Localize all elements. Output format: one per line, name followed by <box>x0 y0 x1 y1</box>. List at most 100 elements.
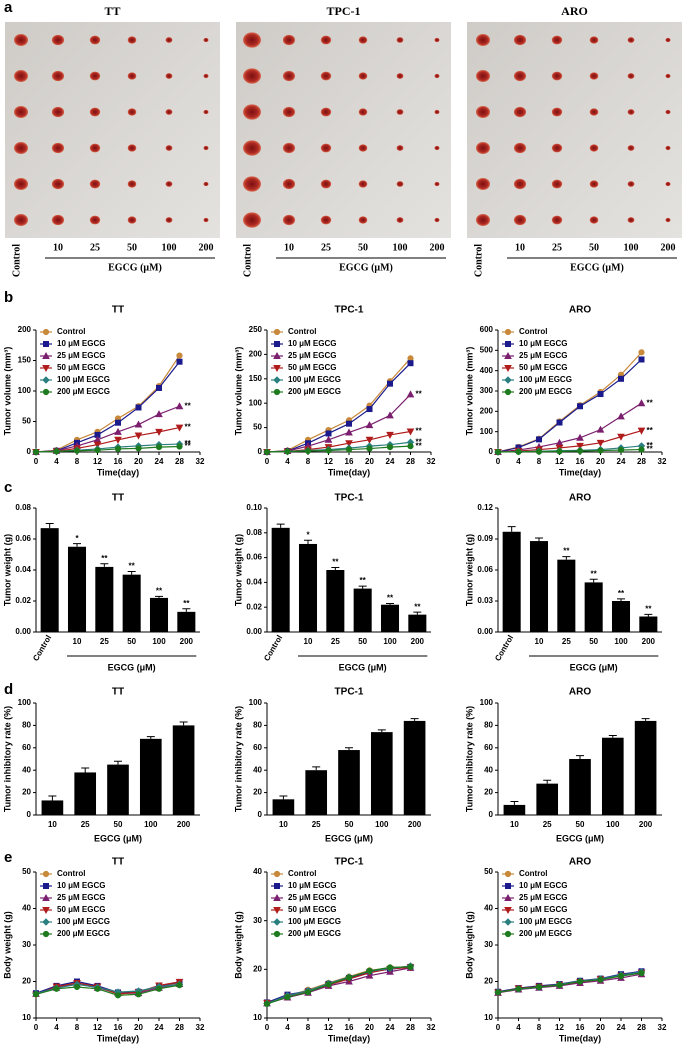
marker <box>494 989 502 996</box>
photo-label: 100 <box>162 242 177 253</box>
x-axis-label: EGCG (μM) <box>339 662 387 672</box>
legend-label: 200 μM EGCG <box>519 929 572 938</box>
error-bar <box>641 718 650 721</box>
y-tick-label: 50 <box>22 417 31 426</box>
tumor <box>476 106 490 118</box>
tumor <box>358 216 368 224</box>
error-bar <box>358 585 367 589</box>
tumor <box>89 35 101 45</box>
tumor <box>243 140 261 156</box>
y-tick-label: 30 <box>22 940 31 949</box>
y-tick-label: 60 <box>253 743 262 752</box>
tumor <box>476 70 490 82</box>
y-axis-label: Tumor volume (mm³) <box>2 347 12 436</box>
marker <box>618 375 624 382</box>
y-tick-label: 50 <box>484 867 493 876</box>
legend-label: 50 μM EGCG <box>519 363 567 372</box>
legend-marker <box>504 930 512 938</box>
tumor <box>551 71 563 81</box>
y-tick-label: 0 <box>258 810 263 819</box>
tumor <box>282 106 296 118</box>
x-tick-label: 24 <box>155 457 164 466</box>
x-tick-label: 200 <box>180 637 194 646</box>
tumor <box>89 107 101 117</box>
marker <box>345 446 353 453</box>
error-bar <box>146 736 155 739</box>
bar <box>408 614 427 632</box>
x-axis-label: Time(day) <box>559 467 601 477</box>
error-bar <box>48 795 57 801</box>
tumor <box>627 145 635 151</box>
x-tick-label: 12 <box>93 1023 102 1032</box>
x-tick-label: 20 <box>134 1023 143 1032</box>
y-tick-label: 500 <box>480 345 494 354</box>
error-bar <box>410 718 419 721</box>
tumor <box>589 72 599 80</box>
x-axis-label: Time(day) <box>97 1033 139 1043</box>
y-tick-label: 0.08 <box>15 503 31 512</box>
photo-title: TT <box>104 4 120 18</box>
chart-title: TPC-1 <box>335 305 364 316</box>
marker <box>176 352 183 359</box>
error-bar <box>608 734 617 738</box>
tumor <box>476 34 490 46</box>
legend-marker <box>274 883 280 889</box>
error-bar <box>179 721 188 726</box>
tumor <box>282 34 296 46</box>
error-bar <box>562 556 571 560</box>
chart-title: TT <box>112 493 124 504</box>
tumor <box>282 214 296 226</box>
tumor <box>203 145 209 151</box>
legend-marker <box>504 893 512 901</box>
tumor <box>627 73 635 79</box>
marker <box>134 432 143 440</box>
x-tick-label: 24 <box>617 1023 626 1032</box>
tumor <box>320 143 332 153</box>
marker <box>114 427 122 435</box>
y-tick-label: 0.02 <box>15 596 31 605</box>
tumor <box>551 143 563 153</box>
x-tick-label: 28 <box>406 457 415 466</box>
legend-label: 200 μM EGCG <box>519 387 572 396</box>
y-tick-label: 0.00 <box>15 627 31 636</box>
y-tick-label: 0.06 <box>477 565 493 574</box>
marker <box>32 991 40 998</box>
photo-xlabel: EGCG (μM) <box>108 262 162 273</box>
y-tick-label: 0.06 <box>246 553 262 562</box>
tumor <box>434 181 440 187</box>
tumor <box>127 108 137 116</box>
legend-label: 25 μM EGCG <box>57 893 105 902</box>
y-tick-label: 10 <box>22 1013 31 1022</box>
tumor <box>434 37 440 43</box>
x-tick-label: 32 <box>658 1023 667 1032</box>
x-tick-label: 25 <box>312 820 321 829</box>
legend-marker <box>273 930 281 938</box>
marker <box>365 421 374 429</box>
x-tick-label: 20 <box>365 1023 374 1032</box>
photo-label: 200 <box>661 242 676 253</box>
marker <box>155 985 163 992</box>
tumor <box>627 181 635 187</box>
legend-label: 10 μM EGCG <box>288 339 336 348</box>
tumor <box>127 72 137 80</box>
y-tick-label: 20 <box>484 977 493 986</box>
significance: ** <box>591 569 598 578</box>
y-tick-label: 0 <box>489 810 494 819</box>
x-tick-label: 16 <box>345 1023 354 1032</box>
y-axis-label: Tumor inhibitory rate (%) <box>233 706 243 812</box>
photo <box>467 22 682 238</box>
bar <box>639 616 658 632</box>
tumor <box>589 108 599 116</box>
legend-marker <box>504 328 512 336</box>
marker <box>32 448 40 456</box>
tumor <box>320 215 332 225</box>
x-tick-label: 200 <box>639 820 653 829</box>
error-bar <box>617 598 625 601</box>
error-bar <box>386 602 394 605</box>
x-tick-label: 32 <box>658 457 667 466</box>
tumor <box>165 181 173 187</box>
legend-label: 25 μM EGCG <box>519 351 567 360</box>
panel-label: e <box>4 849 12 866</box>
y-tick-label: 0.00 <box>246 627 262 636</box>
legend-marker <box>273 870 281 878</box>
